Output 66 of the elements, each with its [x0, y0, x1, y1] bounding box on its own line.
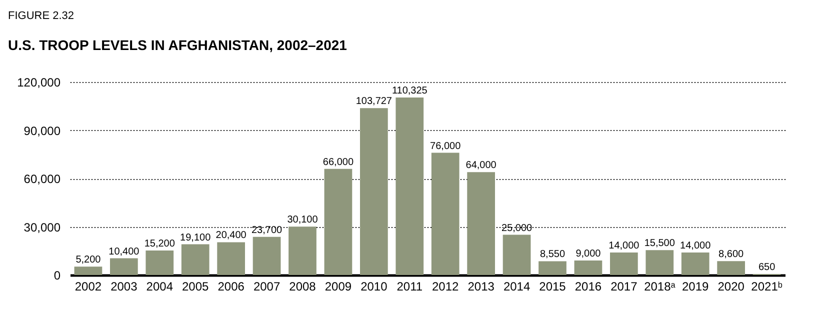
data-label: 25,000 [501, 222, 533, 234]
x-tick-label: 2015 [539, 280, 566, 294]
x-tick-label: 2012 [432, 280, 460, 294]
bar [646, 250, 674, 275]
data-label: 23,700 [251, 224, 283, 236]
data-label: 64,000 [466, 160, 497, 172]
chart-title: U.S. TROOP LEVELS IN AFGHANISTAN, 2002–2021 [8, 37, 348, 53]
bar [252, 236, 281, 275]
bar [74, 266, 102, 275]
x-tick-label: 2020 [718, 280, 745, 294]
x-tick-label: 2005 [182, 280, 210, 294]
x-tick-label: 2016 [574, 280, 602, 294]
x-tick-label: 2008 [289, 280, 316, 294]
y-tick-label: 0 [54, 268, 61, 282]
data-label: 30,100 [287, 214, 318, 226]
data-label: 66,000 [322, 156, 354, 168]
data-label: 10,400 [108, 246, 140, 258]
x-tick-label: 2019 [682, 280, 710, 294]
bar [502, 234, 531, 275]
bar [681, 252, 710, 275]
x-tick-label: 2013 [468, 280, 495, 294]
y-tick-label: 30,000 [24, 220, 61, 234]
bar [324, 168, 352, 275]
bar [574, 260, 602, 275]
data-label: 15,500 [644, 238, 676, 250]
x-tick-label: 2009 [324, 280, 352, 294]
data-label: 19,100 [180, 232, 212, 244]
x-tick-label: 2003 [110, 280, 138, 294]
bar [467, 172, 495, 275]
bar [396, 98, 424, 275]
bar [360, 108, 388, 275]
x-tick-label: 2006 [218, 280, 245, 294]
data-label: 20,400 [216, 230, 247, 242]
bar [146, 250, 174, 275]
x-tick-label: 2017 [610, 280, 638, 294]
data-label: 76,000 [430, 140, 462, 152]
y-tick-label: 60,000 [24, 172, 61, 186]
data-label: 14,000 [608, 240, 640, 252]
data-label: 14,000 [680, 240, 712, 252]
bar [181, 244, 210, 275]
data-label: 110,325 [392, 86, 428, 97]
x-tick-label: 2011 [396, 280, 423, 294]
bar [538, 261, 566, 275]
bar [717, 261, 745, 275]
x-tick-label: 2018ᵃ [644, 280, 676, 294]
x-tick-label: 2007 [253, 280, 280, 294]
bar [431, 152, 460, 275]
data-label: 8,550 [540, 249, 566, 260]
data-label: 103,727 [356, 96, 392, 108]
data-label: 5,200 [76, 254, 102, 266]
x-tick-label: 2002 [74, 280, 102, 294]
bar [288, 226, 316, 275]
data-label: 8,600 [718, 249, 744, 260]
data-label: 650 [758, 262, 776, 273]
x-tick-label: 2004 [146, 280, 174, 294]
bar [110, 258, 138, 275]
x-tick-label: 2010 [360, 280, 388, 294]
bar [217, 242, 245, 275]
bar [610, 252, 638, 275]
x-tick-label: 2021ᵇ [751, 280, 783, 294]
x-tick-label: 2014 [503, 280, 530, 294]
data-label: 15,200 [144, 238, 176, 250]
y-tick-label: 90,000 [24, 124, 61, 138]
y-tick-label: 120,000 [17, 76, 61, 90]
caption: FIGURE 2.32 [8, 10, 74, 22]
data-label: 9,000 [576, 248, 602, 260]
